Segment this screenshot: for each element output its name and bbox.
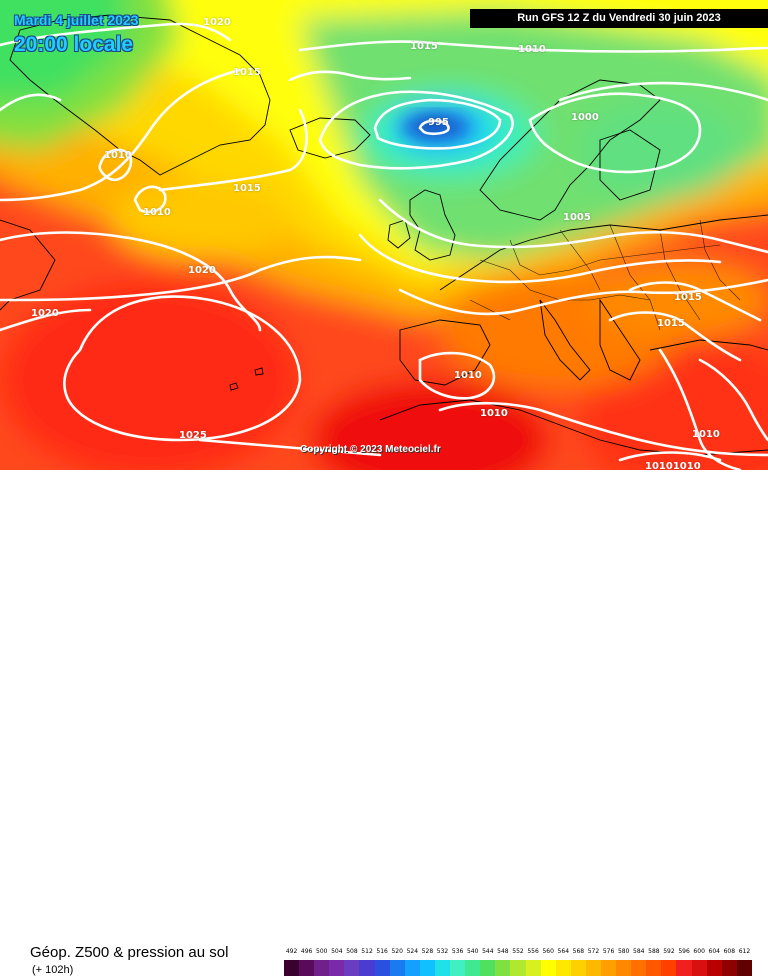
isobar-label: 1000 <box>571 112 599 123</box>
isobar-label: 1020 <box>203 17 231 28</box>
legend-swatch <box>736 960 752 976</box>
legend-label: 496 <box>300 948 313 955</box>
legend-label: 508 <box>346 948 358 955</box>
legend-label: 540 <box>466 948 479 955</box>
map-title: Géop. Z500 & pression au sol <box>30 944 229 961</box>
legend-label: 528 <box>421 948 434 955</box>
legend-swatch <box>691 960 707 976</box>
isobar-label: 1015 <box>410 41 438 52</box>
legend-label: 608 <box>723 948 736 955</box>
isobar-label: 1010 <box>480 408 508 419</box>
forecast-offset: (+ 102h) <box>32 964 74 976</box>
legend-label: 500 <box>316 948 328 955</box>
legend-label: 524 <box>406 948 419 955</box>
legend-swatch <box>374 960 390 976</box>
legend-label: 532 <box>436 948 449 955</box>
isobar-label: 1010 <box>518 44 546 55</box>
legend-label: 552 <box>512 948 524 955</box>
legend-label: 516 <box>376 948 388 955</box>
legend-label: 584 <box>633 948 645 955</box>
legend-swatch <box>616 960 632 976</box>
legend-swatch <box>284 960 300 976</box>
legend-swatch <box>570 960 586 976</box>
legend-label: 612 <box>738 948 751 955</box>
legend-swatch <box>555 960 571 976</box>
legend-swatch <box>419 960 435 976</box>
legend-swatch <box>344 960 360 976</box>
isobar-label: 10101010 <box>645 461 701 470</box>
legend-swatch <box>450 960 466 976</box>
legend-swatch <box>299 960 315 976</box>
map-canvas <box>0 0 768 470</box>
legend-swatch <box>525 960 541 976</box>
legend-label: 596 <box>678 948 690 955</box>
isobar-label: 1010 <box>104 150 132 161</box>
forecast-time: 20:00 locale <box>14 33 134 56</box>
isobar-label: 1020 <box>188 265 216 276</box>
isobar-label-low: 995 <box>428 117 449 128</box>
isobar-label: 1015 <box>674 292 702 303</box>
legend-label: 512 <box>361 948 373 955</box>
legend-label: 588 <box>648 948 660 955</box>
isobar-label: 1010 <box>143 207 171 218</box>
legend-swatch <box>631 960 647 976</box>
legend-label: 600 <box>693 948 705 955</box>
isobars <box>0 22 768 470</box>
legend-swatch <box>389 960 405 976</box>
legend-label: 544 <box>482 948 494 955</box>
legend-swatch <box>721 960 737 976</box>
legend-swatch <box>480 960 496 976</box>
legend-label: 492 <box>285 948 298 955</box>
legend-bar <box>284 960 752 976</box>
legend-label: 564 <box>557 948 570 955</box>
legend-swatch <box>540 960 556 976</box>
legend-label: 568 <box>572 948 585 955</box>
legend-swatch <box>661 960 677 976</box>
legend-label: 548 <box>497 948 509 955</box>
isobar-label: 1015 <box>233 67 261 78</box>
legend-label: 576 <box>602 948 615 955</box>
legend-label: 504 <box>331 948 343 955</box>
footer: Géop. Z500 & pression au sol (+ 102h) 49… <box>0 470 768 976</box>
legend-swatch <box>495 960 511 976</box>
legend-label: 536 <box>451 948 464 955</box>
legend-swatch <box>359 960 375 976</box>
isobar-label: 1015 <box>233 183 261 194</box>
legend-label: 560 <box>542 948 554 955</box>
legend-swatch <box>676 960 692 976</box>
legend-swatch <box>706 960 722 976</box>
legend-labels: 492 496 500 504 508 512 516 520 524 528 532 536 540 5… <box>284 948 752 960</box>
legend-swatch <box>314 960 330 976</box>
legend-label: 556 <box>527 948 539 955</box>
legend-label: 572 <box>587 948 600 955</box>
legend-swatch <box>510 960 526 976</box>
legend-label: 604 <box>708 948 720 955</box>
legend-swatch <box>434 960 451 976</box>
legend-swatch <box>329 960 345 976</box>
copyright-notice: Copyright © 2023 Meteociel.fr <box>300 444 441 455</box>
legend-label: 592 <box>663 948 675 955</box>
color-legend: 492 496 500 504 508 512 516 520 524 528 532 536 540 5… <box>284 948 752 978</box>
isobar-label: 1010 <box>454 370 482 381</box>
isobar-label: 1010 <box>692 429 720 440</box>
legend-swatch <box>585 960 601 976</box>
legend-swatch <box>465 960 481 976</box>
legend-swatch <box>646 960 662 976</box>
isobar-label: 1015 <box>657 318 685 329</box>
legend-label: 580 <box>617 948 630 955</box>
isobar-label: 1005 <box>563 212 591 223</box>
legend-label: 520 <box>391 948 403 955</box>
legend-swatch <box>404 960 420 976</box>
coastlines <box>0 14 768 456</box>
run-info-banner: Run GFS 12 Z du Vendredi 30 juin 2023 <box>470 9 768 28</box>
forecast-date: Mardi 4 juillet 2023 <box>14 12 139 28</box>
isobar-label: 1025 <box>179 430 207 441</box>
legend-swatch <box>600 960 617 976</box>
weather-map: Run GFS 12 Z du Vendredi 30 juin 2023 Ma… <box>0 0 768 470</box>
isobar-label: 1020 <box>31 308 59 319</box>
